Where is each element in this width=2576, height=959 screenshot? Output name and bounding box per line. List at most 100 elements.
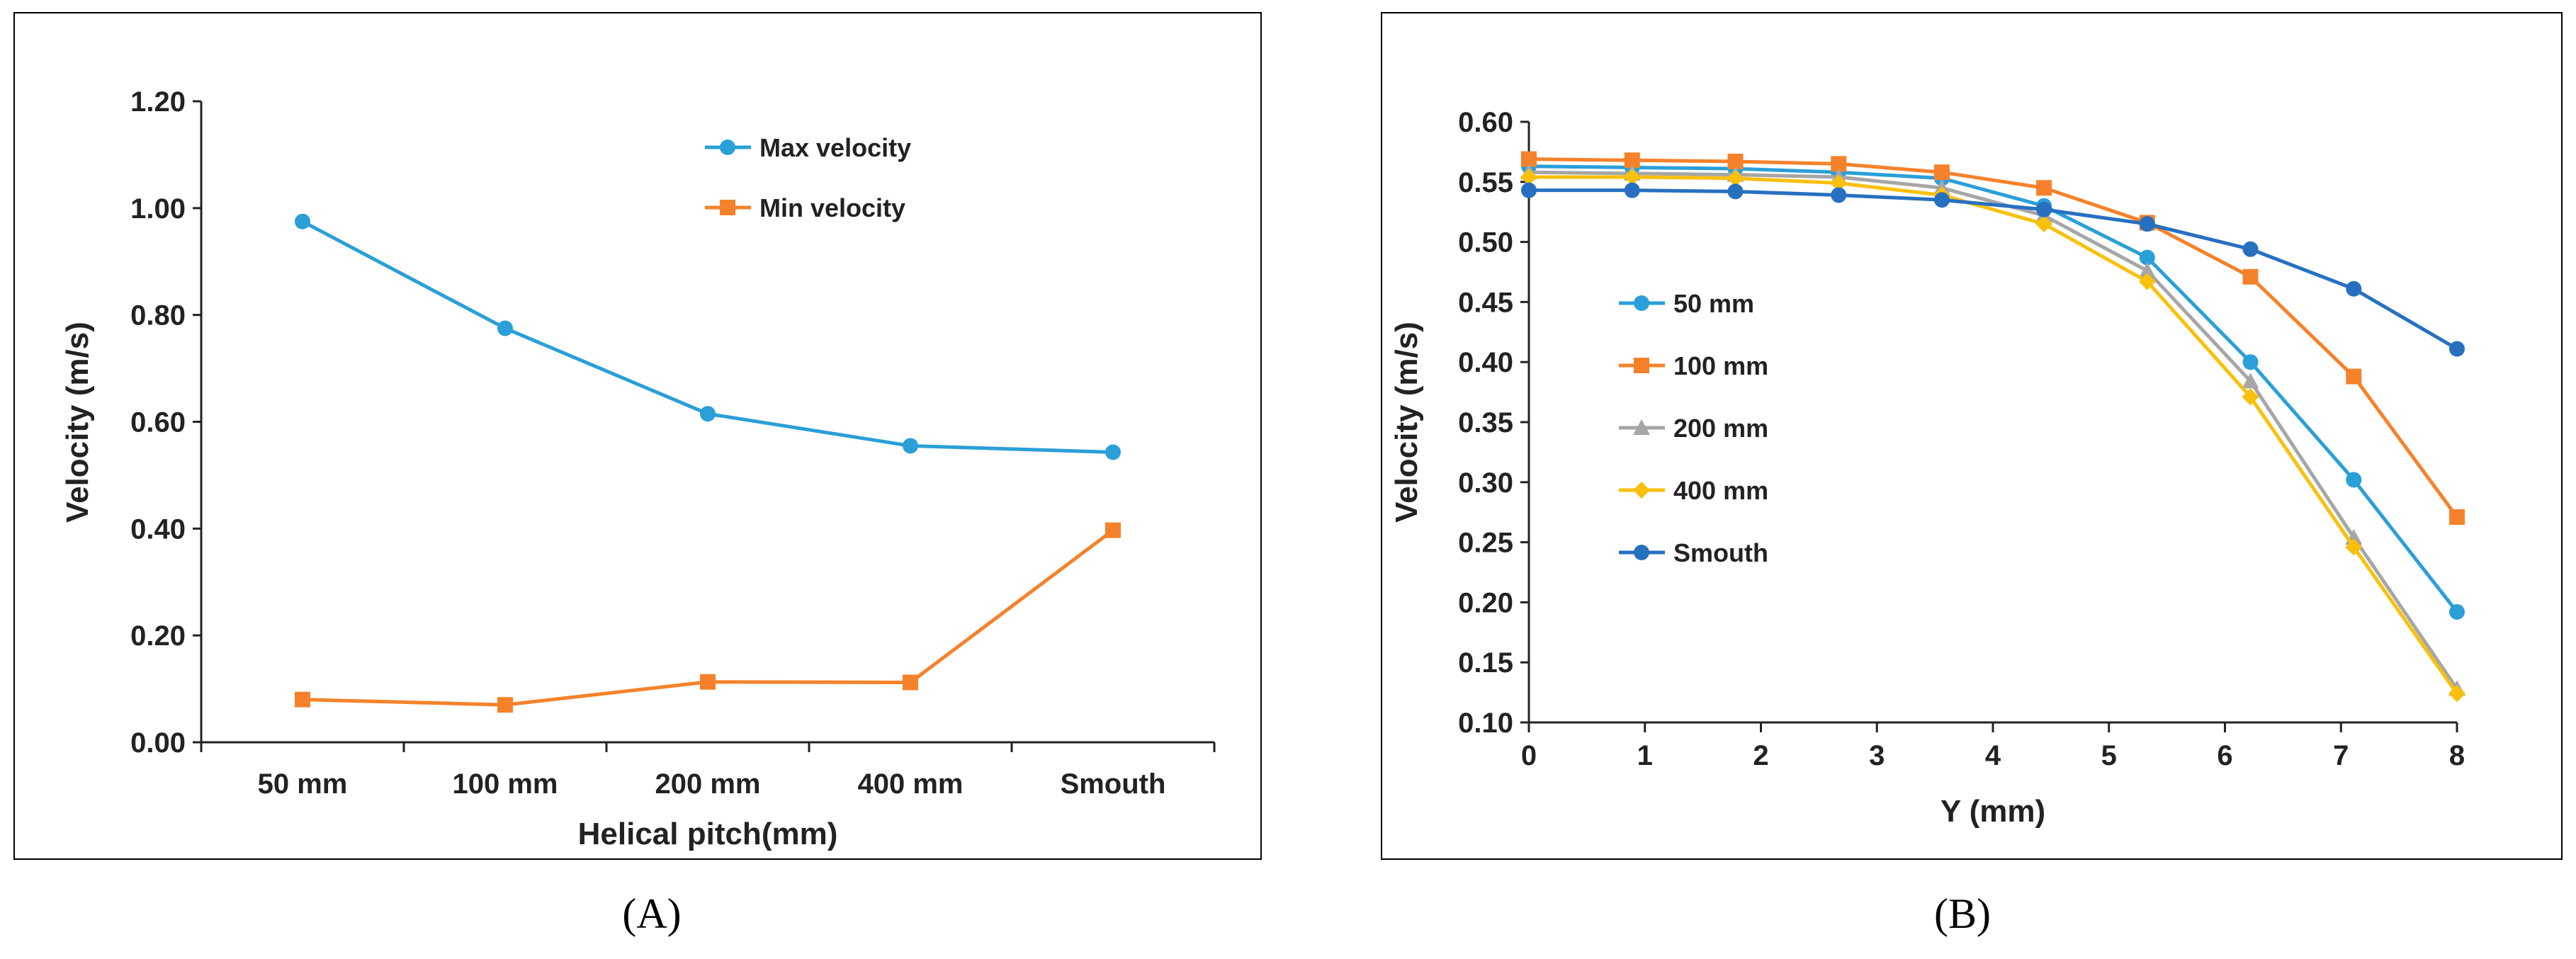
panel-b-ylabel: Velocity (m/s)	[1389, 322, 1424, 523]
data-point	[903, 438, 918, 454]
data-point	[1727, 169, 1744, 187]
legend-marker	[720, 200, 735, 215]
y-tick-label: 0.25	[1458, 528, 1513, 559]
y-tick-label: 0.60	[1458, 107, 1513, 138]
data-point	[497, 320, 513, 336]
y-tick-label: 0.30	[1458, 467, 1513, 499]
data-point	[1624, 152, 1640, 169]
data-point	[1831, 187, 1847, 203]
data-point	[2242, 241, 2259, 257]
legend-label: 100 mm	[1673, 351, 1768, 380]
legend-marker	[1633, 482, 1650, 499]
y-tick-label: 0.40	[1458, 347, 1513, 378]
data-point	[2242, 373, 2259, 389]
panel-a-xlabel: Helical pitch(mm)	[578, 817, 838, 851]
data-point	[1727, 183, 1744, 200]
y-tick-label: 1.00	[130, 193, 186, 225]
data-point	[2449, 603, 2465, 620]
legend-label: 200 mm	[1673, 414, 1768, 443]
legend-marker	[1634, 295, 1649, 311]
legend-marker	[1634, 545, 1649, 560]
data-point	[1830, 174, 1848, 192]
legend-marker	[720, 140, 735, 155]
data-point	[1933, 192, 1950, 208]
data-point	[2138, 273, 2156, 290]
data-point	[1521, 182, 1537, 198]
x-tick-label: 1	[1637, 740, 1653, 771]
y-tick-label: 0.40	[130, 513, 186, 545]
data-point	[2139, 249, 2155, 266]
data-point	[2449, 509, 2465, 525]
x-tick-label: 5	[2101, 740, 2117, 771]
data-point	[2036, 201, 2052, 217]
y-tick-label: 1.20	[130, 86, 186, 118]
y-tick-label: 0.35	[1458, 407, 1513, 438]
x-tick-label: 100 mm	[453, 768, 558, 800]
data-point	[2346, 472, 2362, 488]
data-point	[2448, 685, 2465, 703]
y-tick-label: 0.60	[130, 407, 186, 438]
legend-label: 400 mm	[1673, 476, 1768, 505]
x-tick-label: 8	[2449, 740, 2465, 771]
y-tick-label: 0.80	[130, 300, 186, 331]
data-point	[2035, 215, 2053, 233]
legend-label: Max velocity	[759, 133, 911, 162]
y-tick-label: 0.15	[1458, 647, 1513, 679]
data-point	[295, 213, 310, 229]
data-point	[1727, 153, 1744, 169]
panel-a: 0.00 0.20 0.40 0.60 0.80 1.00 1.20 50 mm 100 mm…	[13, 12, 1262, 860]
data-point	[700, 674, 716, 690]
x-tick-label: 400 mm	[858, 768, 964, 800]
data-point	[700, 406, 716, 422]
data-point	[2242, 268, 2259, 285]
x-tick-label: 200 mm	[655, 768, 761, 800]
x-tick-label: 4	[1985, 740, 2001, 771]
data-point	[1105, 522, 1121, 538]
data-point	[2242, 354, 2259, 370]
data-point	[2449, 341, 2465, 357]
data-point	[2138, 262, 2156, 278]
x-tick-label: 2	[1753, 740, 1768, 771]
panel-a-label: (A)	[622, 890, 681, 937]
panel-a-ylabel: Velocity (m/s)	[60, 322, 95, 523]
x-tick-label: 7	[2333, 740, 2349, 771]
y-tick-label: 0.50	[1458, 227, 1513, 259]
data-point	[497, 697, 513, 713]
data-point	[1831, 156, 1847, 172]
panel-a-frame	[13, 12, 1262, 860]
data-point	[2036, 180, 2052, 196]
series-line-2	[1528, 170, 2459, 690]
data-point	[2139, 216, 2155, 232]
x-tick-label: 6	[2217, 740, 2232, 771]
y-tick-label: 0.10	[1458, 708, 1513, 739]
series-line-1	[1528, 157, 2459, 518]
y-tick-label: 0.55	[1458, 167, 1513, 198]
data-point	[2345, 538, 2363, 556]
data-point	[1623, 169, 1641, 186]
x-tick-label: Smouth	[1061, 768, 1166, 800]
data-point	[903, 674, 918, 691]
data-point	[1520, 169, 1537, 186]
panel-b-label: (B)	[1934, 890, 1991, 937]
legend-label: Smouth	[1673, 538, 1768, 567]
panel-b-xlabel: Y (mm)	[1941, 794, 2045, 829]
series-line-4	[1529, 188, 2458, 351]
y-tick-label: 0.00	[130, 727, 186, 759]
series-line-0	[1528, 164, 2458, 613]
x-tick-label: 0	[1521, 740, 1537, 771]
data-point	[2346, 280, 2362, 297]
legend-label: Min velocity	[759, 193, 905, 222]
y-tick-label: 0.20	[1458, 587, 1513, 618]
legend-label: 50 mm	[1673, 289, 1754, 318]
data-point	[1105, 444, 1121, 460]
legend-marker	[1634, 358, 1649, 373]
panel-b-frame	[1381, 12, 2563, 860]
y-tick-label: 0.20	[130, 620, 186, 652]
data-point	[295, 691, 310, 708]
x-tick-label: 3	[1869, 740, 1885, 771]
data-point	[1624, 182, 1640, 198]
data-point	[2346, 368, 2362, 385]
y-tick-label: 0.45	[1458, 287, 1513, 318]
data-point	[1933, 164, 1950, 181]
